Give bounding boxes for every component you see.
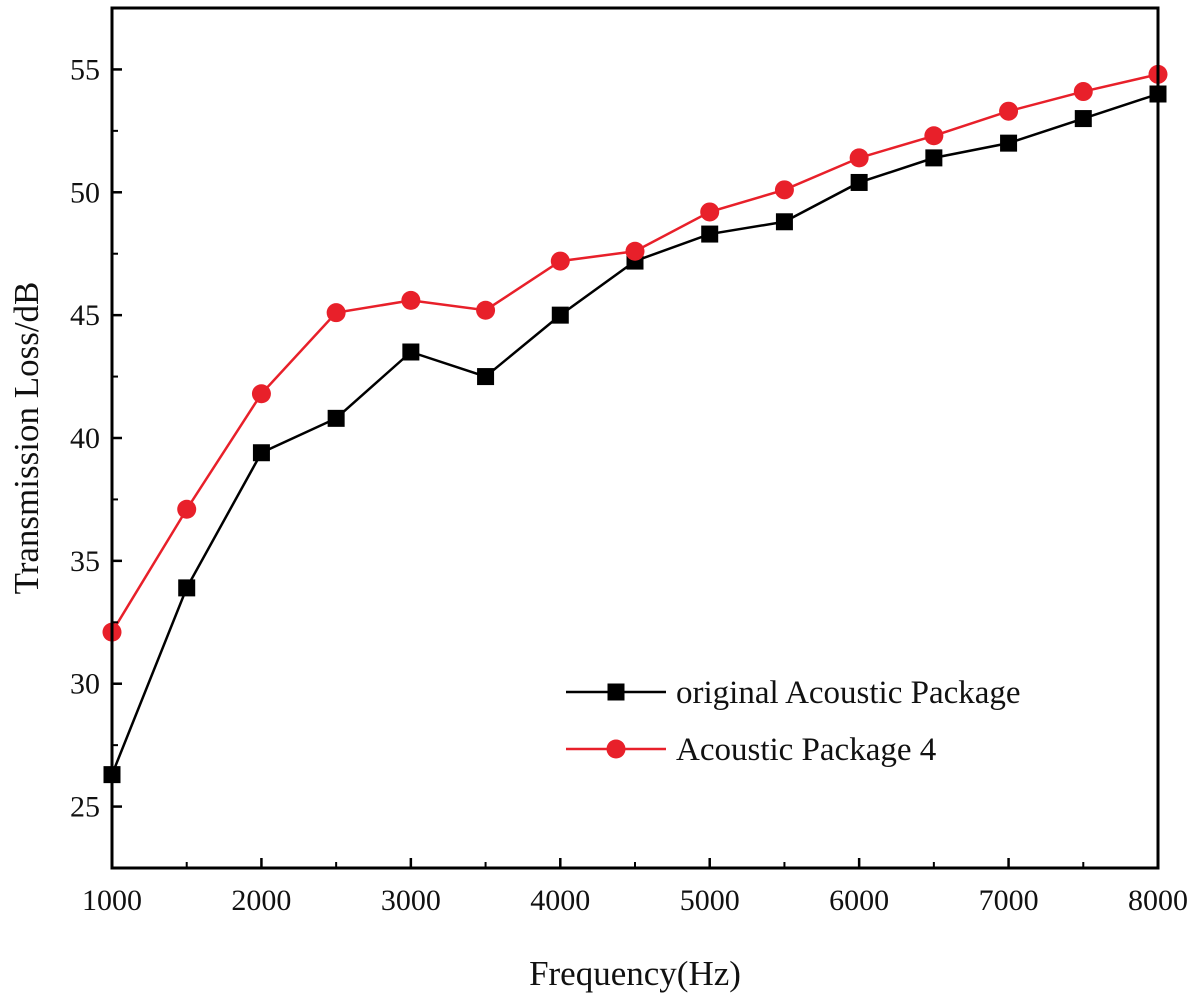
y-tick-label: 50	[70, 176, 100, 209]
y-tick-label: 25	[70, 791, 100, 824]
data-point	[925, 149, 943, 167]
data-point	[625, 241, 645, 261]
legend-label: original Acoustic Package	[676, 675, 1021, 711]
y-tick-label: 35	[70, 545, 100, 578]
data-point	[1074, 110, 1092, 128]
data-point	[401, 290, 421, 310]
series-line	[110, 92, 1159, 776]
x-axis: 1000 2000 3000 4000 5000 6000 7000 8000	[82, 858, 1188, 917]
data-point	[326, 303, 346, 323]
y-axis: 25 30 35 40 45 50 55	[70, 7, 122, 869]
x-tick-label: 6000	[829, 884, 889, 917]
data-point	[402, 343, 420, 361]
data-point	[327, 409, 345, 427]
x-tick-label: 4000	[530, 884, 590, 917]
data-point	[849, 148, 869, 168]
data-point	[252, 444, 270, 462]
data-point	[774, 180, 794, 200]
data-point	[477, 368, 495, 386]
x-tick-label: 1000	[82, 884, 142, 917]
x-axis-title: Frequency(Hz)	[529, 954, 741, 993]
series-line	[110, 73, 1159, 633]
data-point	[850, 173, 868, 191]
x-tick-label: 5000	[680, 884, 740, 917]
legend: original Acoustic Package Acoustic Packag…	[566, 675, 1021, 768]
data-point	[1073, 82, 1093, 102]
data-point	[550, 251, 570, 271]
data-point	[551, 306, 569, 324]
x-tick-label: 7000	[979, 884, 1039, 917]
y-tick-label: 30	[70, 668, 100, 701]
y-tick-label: 40	[70, 422, 100, 455]
data-point	[999, 101, 1019, 121]
x-tick-label: 3000	[381, 884, 441, 917]
x-tick-label: 8000	[1128, 884, 1188, 917]
data-point	[177, 499, 197, 519]
data-point	[178, 579, 196, 597]
data-point	[251, 384, 271, 404]
data-point	[476, 300, 496, 320]
data-point	[1000, 134, 1018, 152]
y-tick-label: 45	[70, 299, 100, 332]
legend-label: Acoustic Package 4	[676, 732, 936, 768]
x-tick-label: 2000	[231, 884, 291, 917]
legend-marker	[607, 683, 625, 701]
y-tick-label: 55	[70, 53, 100, 86]
y-axis-title: Transmission Loss/dB	[7, 282, 46, 595]
data-point	[701, 225, 719, 243]
series-layer	[102, 64, 1168, 784]
data-point	[924, 126, 944, 146]
data-point	[775, 213, 793, 231]
legend-marker	[606, 739, 626, 759]
data-point	[700, 202, 720, 222]
